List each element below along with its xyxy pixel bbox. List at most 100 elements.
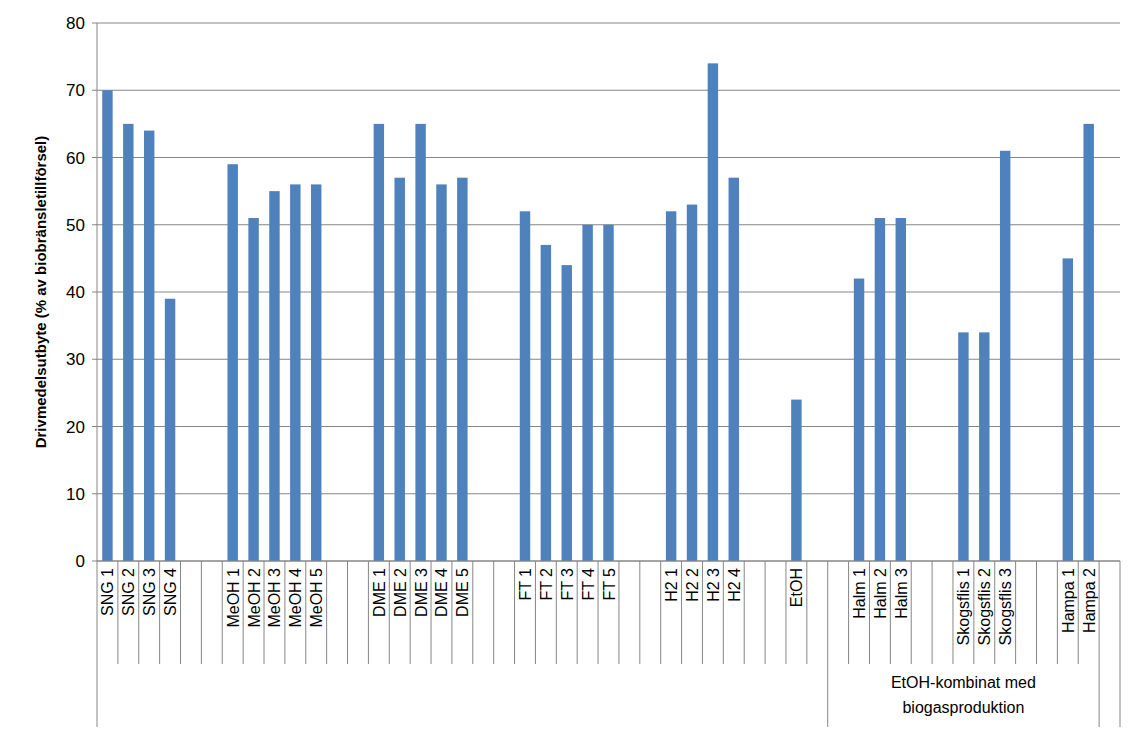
category-separator bbox=[284, 561, 285, 664]
bar bbox=[290, 184, 300, 561]
group-separator bbox=[827, 664, 828, 727]
tick-mark bbox=[92, 493, 97, 494]
bar bbox=[958, 332, 968, 561]
grid-line bbox=[97, 23, 1120, 24]
category-separator bbox=[97, 561, 98, 664]
category-label: FT 5 bbox=[601, 568, 618, 601]
category-separator bbox=[598, 561, 599, 664]
category-separator bbox=[702, 561, 703, 664]
category-separator bbox=[305, 561, 306, 664]
category-label: FT 4 bbox=[580, 568, 597, 601]
category-label: Halm 2 bbox=[872, 568, 889, 619]
bar bbox=[520, 211, 530, 561]
grid-line bbox=[97, 561, 1120, 562]
category-label: MeOH 1 bbox=[225, 568, 242, 628]
category-separator bbox=[848, 561, 849, 664]
bar bbox=[395, 178, 405, 561]
category-separator bbox=[264, 561, 265, 664]
tick-label: 10 bbox=[66, 485, 85, 504]
category-separator bbox=[869, 561, 870, 664]
bar bbox=[269, 191, 279, 561]
tick-mark bbox=[92, 359, 97, 360]
y-axis bbox=[97, 23, 98, 561]
y-axis-label: Drivmedelsutbyte (% av biobränsletillför… bbox=[32, 136, 49, 449]
category-label: H2 3 bbox=[705, 568, 722, 602]
category-separator bbox=[1120, 561, 1121, 664]
category-label: H2 1 bbox=[663, 568, 680, 602]
category-label: DME 3 bbox=[413, 568, 430, 617]
category-label: H2 4 bbox=[726, 568, 743, 602]
bar bbox=[102, 90, 112, 561]
bar bbox=[1000, 151, 1010, 561]
group-separator bbox=[1099, 664, 1100, 727]
category-separator bbox=[994, 561, 995, 664]
category-separator bbox=[347, 561, 348, 664]
bar bbox=[979, 332, 989, 561]
category-separator bbox=[911, 561, 912, 664]
group-label-line: EtOH-kombinat med bbox=[891, 674, 1036, 691]
category-separator bbox=[577, 561, 578, 664]
bars bbox=[102, 63, 1094, 561]
category-separator bbox=[243, 561, 244, 664]
category-separator bbox=[723, 561, 724, 664]
category-separator bbox=[681, 561, 682, 664]
category-label: SNG 2 bbox=[120, 568, 137, 616]
category-separator bbox=[451, 561, 452, 664]
category-label: FT 2 bbox=[538, 568, 555, 601]
category-label: EtOH bbox=[788, 568, 805, 607]
category-separator bbox=[744, 561, 745, 664]
bar bbox=[562, 265, 572, 561]
grid-line bbox=[97, 90, 1120, 91]
group-label-line: biogasproduktion bbox=[902, 699, 1024, 716]
category-separator bbox=[1099, 561, 1100, 664]
bar bbox=[541, 245, 551, 561]
category-separator bbox=[493, 561, 494, 664]
category-label: SNG 4 bbox=[162, 568, 179, 616]
category-separator bbox=[180, 561, 181, 664]
tick-mark bbox=[92, 90, 97, 91]
bar bbox=[227, 164, 237, 561]
category-separator bbox=[514, 561, 515, 664]
category-label: Skogsflis 1 bbox=[955, 568, 972, 645]
category-label: MeOH 2 bbox=[246, 568, 263, 628]
bar bbox=[666, 211, 676, 561]
bar bbox=[854, 279, 864, 561]
category-label: FT 1 bbox=[517, 568, 534, 601]
category-separator bbox=[159, 561, 160, 664]
bar bbox=[1083, 124, 1093, 561]
category-separator bbox=[806, 561, 807, 664]
category-label: Halm 3 bbox=[893, 568, 910, 619]
category-label: DME 4 bbox=[433, 568, 450, 617]
bar bbox=[144, 131, 154, 561]
chart: 01020304050607080Drivmedelsutbyte (% av … bbox=[0, 0, 1140, 739]
tick-label: 80 bbox=[66, 14, 85, 33]
category-separator bbox=[1036, 561, 1037, 664]
category-label: Hampa 1 bbox=[1060, 568, 1077, 633]
category-separator bbox=[785, 561, 786, 664]
category-separator bbox=[410, 561, 411, 664]
category-separator bbox=[201, 561, 202, 664]
category-separator bbox=[660, 561, 661, 664]
category-separator bbox=[117, 561, 118, 664]
bar bbox=[1063, 258, 1073, 561]
category-label: SNG 1 bbox=[99, 568, 116, 616]
bar bbox=[248, 218, 258, 561]
bar bbox=[165, 299, 175, 561]
tick-label: 60 bbox=[66, 149, 85, 168]
bar bbox=[415, 124, 425, 561]
category-separator bbox=[618, 561, 619, 664]
category-label: Halm 1 bbox=[851, 568, 868, 619]
category-separator bbox=[1057, 561, 1058, 664]
tick-mark bbox=[92, 224, 97, 225]
category-separator bbox=[368, 561, 369, 664]
category-label: DME 2 bbox=[392, 568, 409, 617]
category-separator bbox=[1078, 561, 1079, 664]
bar bbox=[436, 184, 446, 561]
category-label: Skogsflis 2 bbox=[976, 568, 993, 645]
tick-label: 20 bbox=[66, 418, 85, 437]
category-separator bbox=[535, 561, 536, 664]
category-separator bbox=[556, 561, 557, 664]
bar bbox=[311, 184, 321, 561]
bar bbox=[457, 178, 467, 561]
bar bbox=[582, 225, 592, 561]
